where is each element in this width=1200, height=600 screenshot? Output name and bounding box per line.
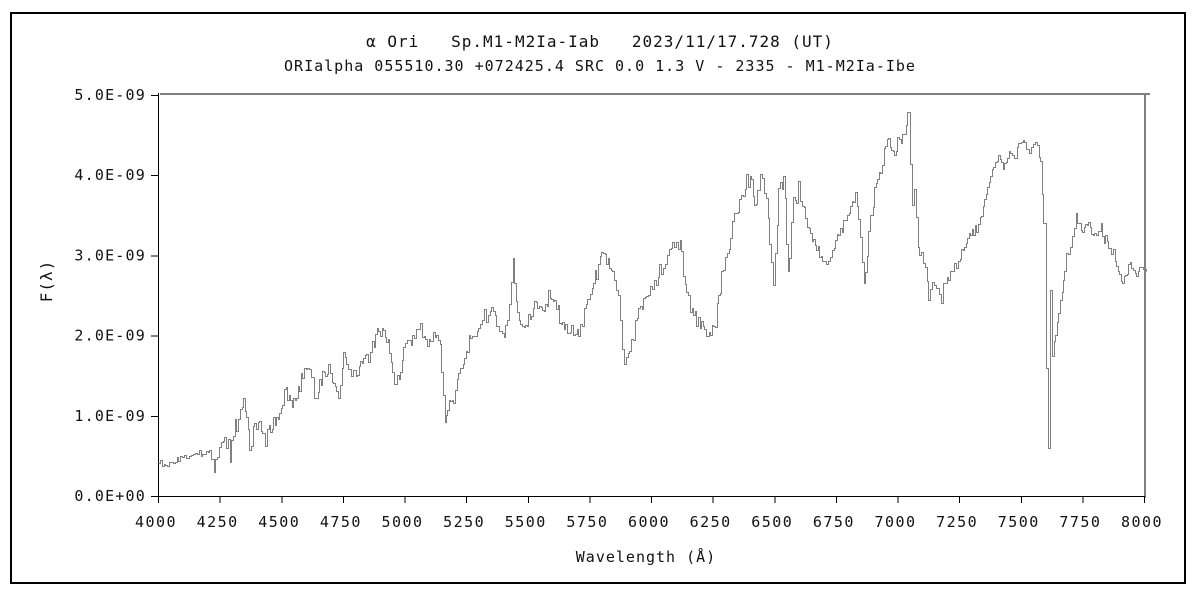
x-tick-label: 5750 [566, 513, 608, 531]
x-tick-label: 4750 [320, 513, 362, 531]
x-axis-label: Wavelength (Å) [575, 548, 717, 566]
x-tick-label: 4000 [135, 513, 177, 531]
x-tick-label: 5000 [381, 513, 423, 531]
chart-subtitle: ORIalpha 055510.30 +072425.4 SRC 0.0 1.3… [284, 57, 916, 75]
x-tick-label: 6000 [628, 513, 670, 531]
x-tick-label: 7500 [998, 513, 1040, 531]
chart-title: α Ori Sp.M1-M2Ia-Iab 2023/11/17.728 (UT) [366, 32, 834, 51]
y-tick-label: 1.0E-09 [74, 407, 146, 425]
x-tick-label: 4250 [197, 513, 239, 531]
x-tick-label: 7250 [936, 513, 978, 531]
y-tick-label: 5.0E-09 [74, 86, 146, 104]
plot-frame-top [160, 93, 1150, 95]
x-tick-label: 6500 [751, 513, 793, 531]
x-tick-label: 8000 [1121, 513, 1163, 531]
x-tick-label: 7750 [1059, 513, 1101, 531]
x-tick-label: 6250 [690, 513, 732, 531]
x-tick-label: 4500 [258, 513, 300, 531]
plot-frame-right [1144, 93, 1146, 498]
y-tick-label: 2.0E-09 [74, 327, 146, 345]
y-tick-label: 0.0E+00 [74, 487, 146, 505]
y-tick-label: 4.0E-09 [74, 166, 146, 184]
x-tick-label: 5250 [443, 513, 485, 531]
y-tick-label: 3.0E-09 [74, 246, 146, 264]
spectrum-line [158, 112, 1147, 473]
x-tick-label: 5500 [505, 513, 547, 531]
x-tick-label: 7000 [874, 513, 916, 531]
x-tick-label: 6750 [813, 513, 855, 531]
